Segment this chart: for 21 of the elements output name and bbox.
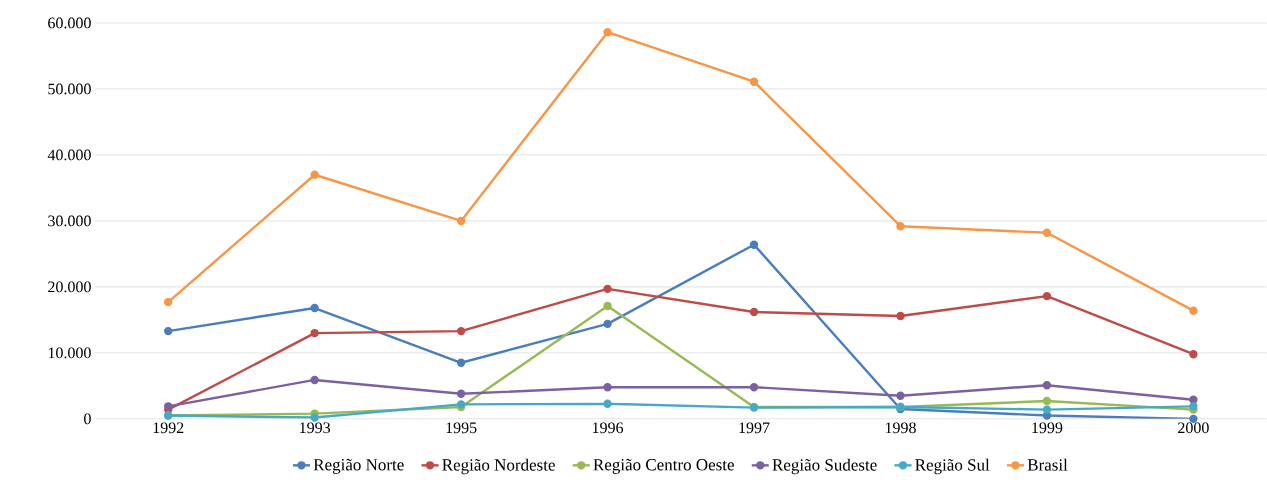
y-tick-label: 30.000 <box>48 215 91 227</box>
legend-label: Região Sudeste <box>772 458 877 475</box>
x-tick-label: 1997 <box>739 422 770 434</box>
x-tick-label: 1993 <box>300 422 331 434</box>
legend-label: Região Nordeste <box>442 458 555 475</box>
y-tick-label: 0 <box>84 413 91 425</box>
x-tick-label: 2000 <box>1178 422 1209 434</box>
x-tick-label: 1996 <box>592 422 624 434</box>
x-tick-label: 1999 <box>1032 422 1063 434</box>
y-tick-label: 60.000 <box>48 17 91 29</box>
x-tick-label: 1992 <box>153 422 184 434</box>
x-tick-label: 1995 <box>446 422 477 434</box>
y-tick-label: 50.000 <box>48 83 91 95</box>
legend-label: Região Sul <box>915 458 990 475</box>
legend-label: Região Norte <box>313 458 404 475</box>
legend-label: Brasil <box>1027 458 1068 471</box>
y-tick-label: 40.000 <box>47 149 91 161</box>
x-tick-label: 1998 <box>885 422 916 434</box>
y-tick-label: 10.000 <box>48 347 91 359</box>
y-tick-label: 20.000 <box>48 281 91 293</box>
legend-label: Região Centro Oeste <box>593 458 734 475</box>
